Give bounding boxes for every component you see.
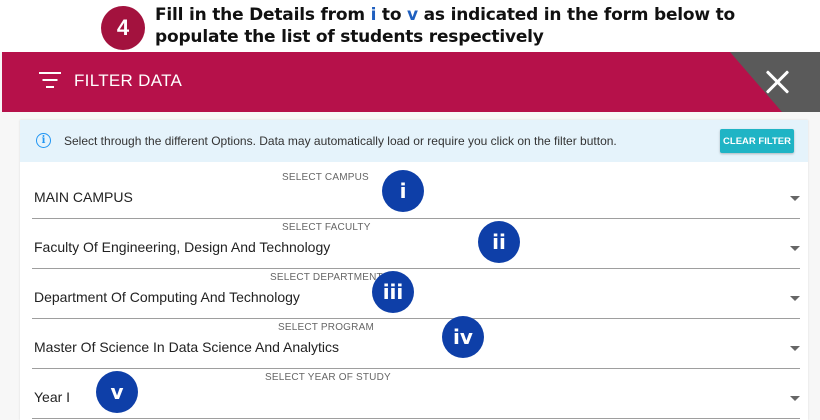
instruction-text: Fill in the Details from i to v as indic… (155, 4, 795, 48)
year-of-study-select[interactable]: SELECT YEAR OF STUDY Year I (32, 370, 800, 419)
info-text: Select through the different Options. Da… (64, 134, 617, 148)
faculty-label: SELECT FACULTY (282, 222, 371, 233)
department-value: Department Of Computing And Technology (34, 289, 300, 305)
program-select[interactable]: SELECT PROGRAM Master Of Science In Data… (32, 320, 800, 369)
year-of-study-value: Year I (34, 389, 71, 405)
filter-icon (38, 72, 62, 90)
chevron-down-icon[interactable] (790, 296, 800, 301)
instruction-text-part: to (376, 5, 408, 25)
chevron-down-icon[interactable] (790, 246, 800, 251)
marker-iii: iii (372, 271, 414, 313)
info-icon: i (36, 133, 51, 148)
program-label: SELECT PROGRAM (278, 322, 374, 333)
campus-select[interactable]: SELECT CAMPUS MAIN CAMPUS (32, 170, 800, 219)
year-of-study-label: SELECT YEAR OF STUDY (265, 372, 391, 383)
instruction-text-part: Fill in the Details from (155, 5, 371, 25)
campus-value: MAIN CAMPUS (34, 189, 133, 205)
department-select[interactable]: SELECT DEPARTMENT Department Of Computin… (32, 270, 800, 319)
filter-panel-header: FILTER DATA (2, 52, 820, 112)
header-close-area (730, 52, 820, 112)
filter-panel: FILTER DATA i Select through the differe… (0, 52, 820, 420)
chevron-down-icon[interactable] (790, 196, 800, 201)
marker-iv: iv (442, 316, 484, 358)
panel-title: FILTER DATA (74, 71, 183, 90)
instruction-line-2: populate the list of students respective… (155, 27, 544, 47)
clear-filter-button[interactable]: CLEAR FILTER (720, 129, 794, 153)
department-label: SELECT DEPARTMENT (270, 272, 383, 283)
chevron-down-icon[interactable] (790, 396, 800, 401)
faculty-value: Faculty Of Engineering, Design And Techn… (34, 239, 331, 255)
marker-ii: ii (478, 221, 520, 263)
faculty-select[interactable]: SELECT FACULTY Faculty Of Engineering, D… (32, 220, 800, 269)
instruction-highlight-i: i (370, 5, 377, 25)
campus-label: SELECT CAMPUS (282, 172, 369, 183)
chevron-down-icon[interactable] (790, 346, 800, 351)
instruction-text-part: as indicated in the form below to (417, 5, 736, 25)
info-banner: i Select through the different Options. … (20, 120, 808, 162)
instruction-highlight-v: v (407, 5, 418, 25)
marker-i: i (382, 170, 424, 212)
marker-v: v (96, 371, 138, 413)
program-value: Master Of Science In Data Science And An… (34, 339, 340, 355)
filter-form: i Select through the different Options. … (20, 120, 808, 420)
close-icon[interactable] (764, 68, 792, 96)
step-number-badge: 4 (101, 6, 145, 50)
